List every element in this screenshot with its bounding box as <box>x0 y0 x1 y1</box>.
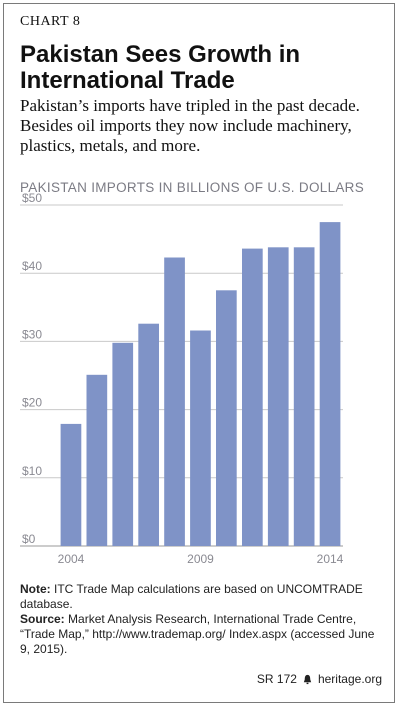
chart-subtitle: Pakistan’s imports have tripled in the p… <box>20 96 360 155</box>
bar-chart: $0 $10 $20 $30 $40 $50 2004 2009 2014 <box>20 191 344 566</box>
chart-heading: PAKISTAN IMPORTS IN BILLIONS OF U.S. DOL… <box>20 180 365 195</box>
y-tick-label: $0 <box>22 532 36 546</box>
bar-2005 <box>86 374 108 546</box>
bar-2010 <box>216 290 237 547</box>
y-tick-label: $10 <box>22 464 42 478</box>
notes-block: Note: ITC Trade Map calculations are bas… <box>20 582 380 657</box>
chart-title: Pakistan Sees Growth in International Tr… <box>20 41 301 94</box>
bar-2007 <box>138 323 159 546</box>
footer: SR 172 heritage.org <box>257 672 382 686</box>
site-link[interactable]: heritage.org <box>317 672 382 686</box>
y-tick-label: $30 <box>22 327 42 341</box>
y-tick-label: $20 <box>22 396 42 410</box>
bar-2004 <box>60 423 82 546</box>
bar-2013 <box>293 247 315 547</box>
bar-2008 <box>164 257 185 546</box>
source-label: Source: <box>20 612 65 626</box>
bar-2012 <box>267 247 289 547</box>
bell-icon <box>303 674 312 684</box>
note-label: Note: <box>20 582 51 596</box>
x-tick-label: 2009 <box>187 552 214 566</box>
report-id: SR 172 <box>256 672 297 686</box>
bar-2014 <box>319 222 341 546</box>
bar-2006 <box>112 342 134 546</box>
y-tick-label: $50 <box>22 191 42 205</box>
x-tick-label: 2014 <box>317 552 344 566</box>
note: Note: ITC Trade Map calculations are bas… <box>20 582 380 612</box>
chart-frame <box>3 3 395 703</box>
bar-2011 <box>242 248 263 546</box>
x-tick-label: 2004 <box>58 552 85 566</box>
bar-2009 <box>190 330 211 546</box>
chart-number: CHART 8 <box>20 14 81 29</box>
source-text: Market Analysis Research, International … <box>20 612 375 656</box>
source: Source: Market Analysis Research, Intern… <box>20 612 380 657</box>
note-text: ITC Trade Map calculations are based on … <box>20 582 363 611</box>
y-tick-label: $40 <box>22 259 42 273</box>
